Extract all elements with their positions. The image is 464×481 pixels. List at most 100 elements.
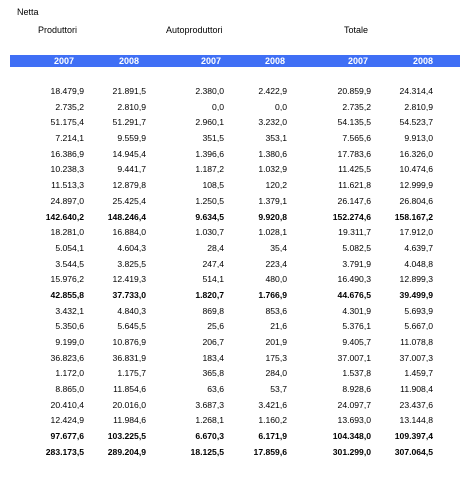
table-cell: 10.474,6 [399,164,433,175]
table-cell: 25,6 [207,321,224,332]
table-cell: 36.823,6 [50,352,84,363]
table-cell: 247,4 [202,258,224,269]
table-cell: 5.082,5 [342,242,371,253]
table-title: Netta [17,7,39,17]
table-cell: 12.899,3 [399,274,433,285]
table-row: 1.172,0 1.175,7 365,8 284,0 1.537,8 1.459,7 [0,366,464,382]
table-cell: 16.490,3 [337,274,371,285]
group-header-produttori: Produttori [38,25,78,35]
table-cell: 103.225,5 [107,431,146,442]
table-cell: 4.604,3 [117,242,146,253]
year-header: 2007 [54,56,75,66]
table-cell: 183,4 [202,352,224,363]
table-cell: 201,9 [265,337,287,347]
table-cell: 2.810,9 [404,101,433,112]
table-cell: 15.976,2 [50,274,84,285]
table-cell: 869,8 [202,305,224,316]
table-cell: 24.097,7 [337,399,371,410]
table-cell: 9.913,0 [404,133,433,144]
table-row: 16.386,9 14.945,4 1.396,6 1.380,6 17.783,6 16… [0,147,464,163]
table-cell: 11.425,5 [338,164,371,175]
table-cell: 11.908,4 [400,384,433,395]
table-cell: 51.175,4 [50,117,84,128]
table-cell: 283.173,5 [45,446,84,457]
table-cell: 36.831,9 [112,352,146,363]
table-cell: 1.268,1 [195,415,224,426]
table-cell: 480,0 [265,274,287,285]
table-row: 36.823,6 36.831,9 183,4 175,3 37.007,1 37.007… [0,351,464,367]
table-cell: 3.687,3 [195,399,224,410]
table-cell: 12.879,8 [112,180,146,191]
table-row: 18.479,9 21.891,5 2.380,0 2.422,9 20.859,9 24… [0,84,464,100]
table-cell: 6.171,9 [258,431,287,442]
table-row: 7.214,1 9.559,9 351,5 353,1 7.565,6 9.913,0 [0,131,464,147]
table-cell: 284,0 [265,368,287,379]
table-cell: 1.537,8 [342,368,371,379]
table-row: 10.238,3 9.441,7 1.187,2 1.032,9 11.425,5 10.… [0,162,464,178]
table-cell: 8.865,0 [55,384,84,395]
table-cell: 7.214,1 [55,133,84,144]
table-cell: 23.437,6 [399,399,433,410]
table-cell: 1.250,5 [195,195,224,206]
table-cell: 4.048,8 [404,258,433,269]
table-cell: 4.301,9 [342,305,371,316]
table-cell: 9.441,7 [117,164,146,175]
table-cell: 6.670,3 [195,431,224,442]
table-cell: 42.855,8 [50,289,84,300]
table-cell: 24.897,0 [50,195,84,206]
table-row: 20.410,4 20.016,0 3.687,3 3.421,6 24.097,7 23… [0,398,464,414]
data-table-body: 18.479,9 21.891,5 2.380,0 2.422,9 20.859,9 24… [0,84,464,461]
year-header: 2008 [119,56,140,66]
table-cell: 9.920,8 [258,211,287,222]
table-cell: 35,4 [270,242,287,253]
year-header: 2008 [413,56,434,66]
table-cell: 1.820,7 [195,289,224,300]
table-cell: 16.326,0 [399,148,433,159]
year-header: 2008 [265,56,286,66]
table-cell: 3.232,0 [258,117,287,128]
table-cell: 5.376,1 [342,321,371,332]
table-cell: 18.281,0 [50,227,84,238]
table-cell: 7.565,6 [342,133,371,144]
table-cell: 206,7 [202,337,224,347]
table-cell: 8.928,6 [342,384,371,395]
table-cell: 11.078,8 [400,337,433,347]
table-cell: 12.424,9 [50,415,84,426]
table-cell: 11.513,3 [51,180,84,191]
table-cell: 18.125,5 [190,446,224,457]
table-row: 8.865,0 11.854,6 63,6 53,7 8.928,6 11.908,4 [0,382,464,398]
table-cell: 1.032,9 [258,164,287,175]
table-cell: 5.350,6 [55,321,84,332]
table-cell: 142.640,2 [45,211,84,222]
table-cell: 4.840,3 [117,305,146,316]
table-cell: 53,7 [270,384,287,395]
table-cell: 2.422,9 [258,86,287,96]
table-cell: 158.167,2 [394,211,433,222]
table-cell: 17.859,6 [253,446,287,457]
table-cell: 5.645,5 [117,321,146,332]
table-cell: 1.160,2 [258,415,287,426]
table-row-subtotal: 42.855,8 37.733,0 1.820,7 1.766,9 44.676,5 39… [0,288,464,304]
table-cell: 97.677,6 [50,431,84,442]
table-cell: 25.425,4 [112,195,146,206]
table-cell: 13.693,0 [337,415,371,426]
table-cell: 223,4 [265,258,287,269]
table-cell: 9.405,7 [342,337,371,347]
table-cell: 51.291,7 [112,117,146,128]
table-row: 15.976,2 12.419,3 514,1 480,0 16.490,3 12.899… [0,272,464,288]
table-cell: 120,2 [265,180,287,191]
table-cell: 3.544,5 [55,258,84,269]
year-header: 2007 [201,56,222,66]
table-cell: 11.621,8 [338,180,371,191]
table-cell: 9.634,5 [195,211,224,222]
table-cell: 1.396,6 [195,148,224,159]
table-cell: 1.172,0 [55,368,84,379]
table-cell: 17.912,0 [399,227,433,238]
table-cell: 104.348,0 [332,431,371,442]
table-cell: 26.804,6 [399,195,433,206]
table-cell: 9.199,0 [55,337,84,347]
table-cell: 14.945,4 [112,148,146,159]
table-cell: 3.432,1 [55,305,84,316]
table-cell: 1.380,6 [258,148,287,159]
table-cell: 2.380,0 [195,86,224,96]
